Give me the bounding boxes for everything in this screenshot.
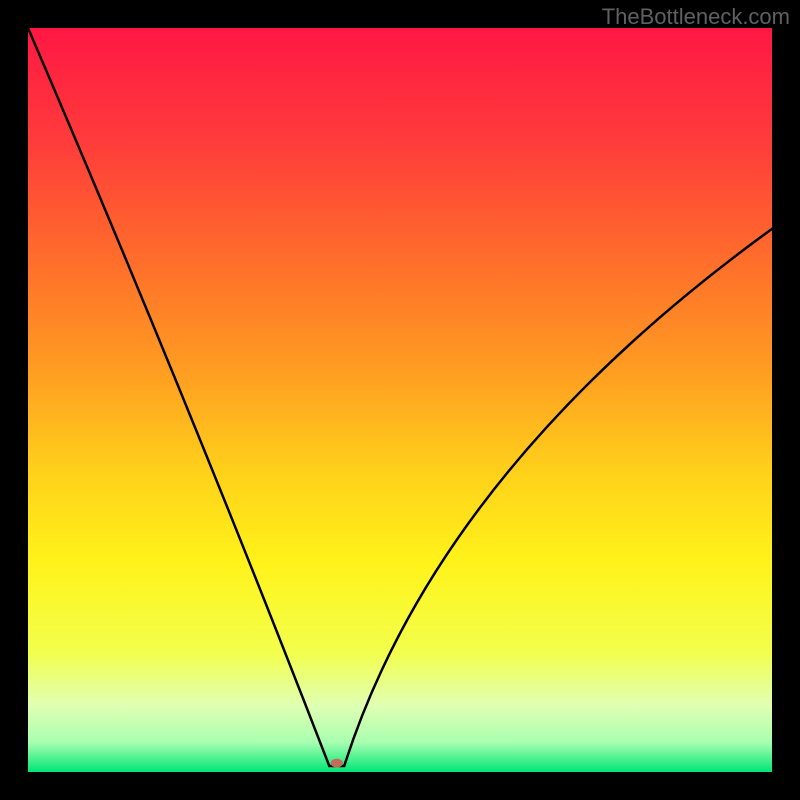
optimal-point-marker [331,759,343,768]
watermark-text: TheBottleneck.com [602,4,790,30]
chart-svg [0,0,800,800]
plot-background [28,28,772,772]
bottleneck-chart: TheBottleneck.com [0,0,800,800]
